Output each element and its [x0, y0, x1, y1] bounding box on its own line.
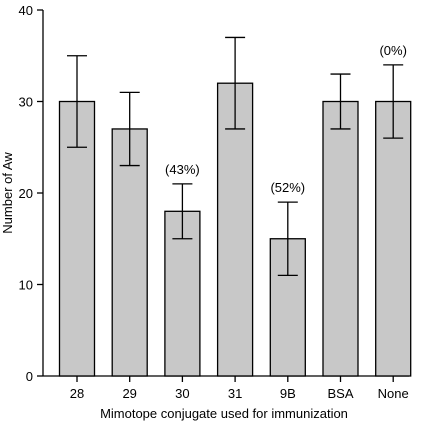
error-bar-31 — [225, 36, 246, 130]
error-bar-29 — [119, 91, 140, 167]
bar-none — [375, 100, 412, 377]
x-axis-title: Mimotope conjugate used for immunization — [100, 406, 348, 421]
y-tick-label: 0 — [26, 369, 33, 384]
x-tick-label-none: None — [378, 386, 409, 401]
bar-bsa — [322, 100, 359, 377]
y-tick-label: 20 — [19, 186, 33, 201]
bar-29 — [111, 128, 148, 377]
error-bar-bsa — [330, 73, 351, 130]
annotation-30: (43%) — [165, 162, 200, 177]
error-bar-none — [383, 64, 404, 139]
x-tick-label-bsa: BSA — [327, 386, 353, 401]
error-bar-28 — [67, 55, 87, 148]
x-tick-label-28: 28 — [70, 386, 84, 401]
x-tick-labels: 28 29 30 31 9B BSA None — [70, 386, 409, 401]
y-tick-label: 40 — [19, 3, 33, 18]
error-bar-9b — [277, 201, 298, 277]
x-tick-label-31: 31 — [228, 386, 242, 401]
annotation-9b: (52%) — [270, 180, 305, 195]
y-axis-title: Number of Aw — [0, 152, 15, 234]
x-tick-label-9b: 9B — [280, 386, 296, 401]
y-tick-label: 10 — [19, 278, 33, 293]
error-bars — [67, 36, 404, 277]
error-bar-30 — [172, 183, 193, 240]
y-tick-labels: 0 10 20 30 40 — [19, 3, 33, 384]
bars — [58, 82, 412, 377]
x-tick-label-30: 30 — [175, 386, 189, 401]
y-tick-label: 30 — [19, 95, 33, 110]
annotations: (43%) (52%) (0%) — [165, 43, 407, 195]
x-tick-label-29: 29 — [122, 386, 136, 401]
annotation-none: (0%) — [379, 43, 406, 58]
bar-31 — [216, 82, 254, 377]
